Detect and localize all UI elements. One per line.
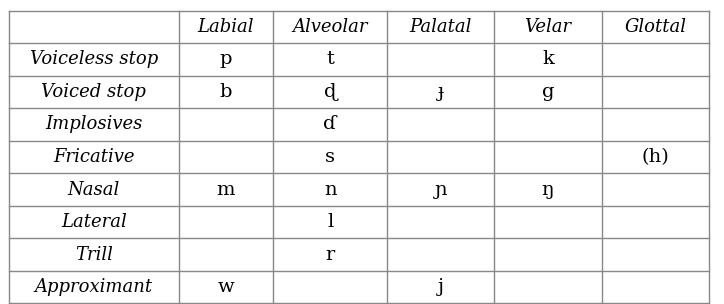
Text: k: k [542,50,554,68]
Text: ɟ: ɟ [438,83,444,101]
Text: Alveolar: Alveolar [292,18,368,36]
Text: g: g [542,83,555,101]
Text: s: s [325,148,335,166]
Text: t: t [327,50,334,68]
Text: b: b [219,83,232,101]
Text: Velar: Velar [524,18,572,36]
Text: ŋ: ŋ [542,181,555,199]
Text: Approximant: Approximant [35,278,153,296]
Text: w: w [217,278,235,296]
Text: Palatal: Palatal [410,18,472,36]
Text: Trill: Trill [75,246,113,264]
Text: l: l [327,213,333,231]
Text: j: j [438,278,444,296]
Text: ɗ: ɗ [324,116,337,133]
Text: m: m [216,181,235,199]
Text: Lateral: Lateral [61,213,127,231]
Text: (h): (h) [641,148,669,166]
Text: Glottal: Glottal [624,18,686,36]
Text: n: n [324,181,337,199]
Text: Voiceless stop: Voiceless stop [30,50,158,68]
Text: r: r [326,246,334,264]
Text: Nasal: Nasal [67,181,120,199]
Text: Implosives: Implosives [45,116,143,133]
Text: Fricative: Fricative [53,148,135,166]
Text: ɲ: ɲ [434,181,447,199]
Text: Voiced stop: Voiced stop [41,83,146,101]
Text: ɖ: ɖ [324,83,337,101]
Text: Labial: Labial [198,18,254,36]
Text: p: p [219,50,232,68]
